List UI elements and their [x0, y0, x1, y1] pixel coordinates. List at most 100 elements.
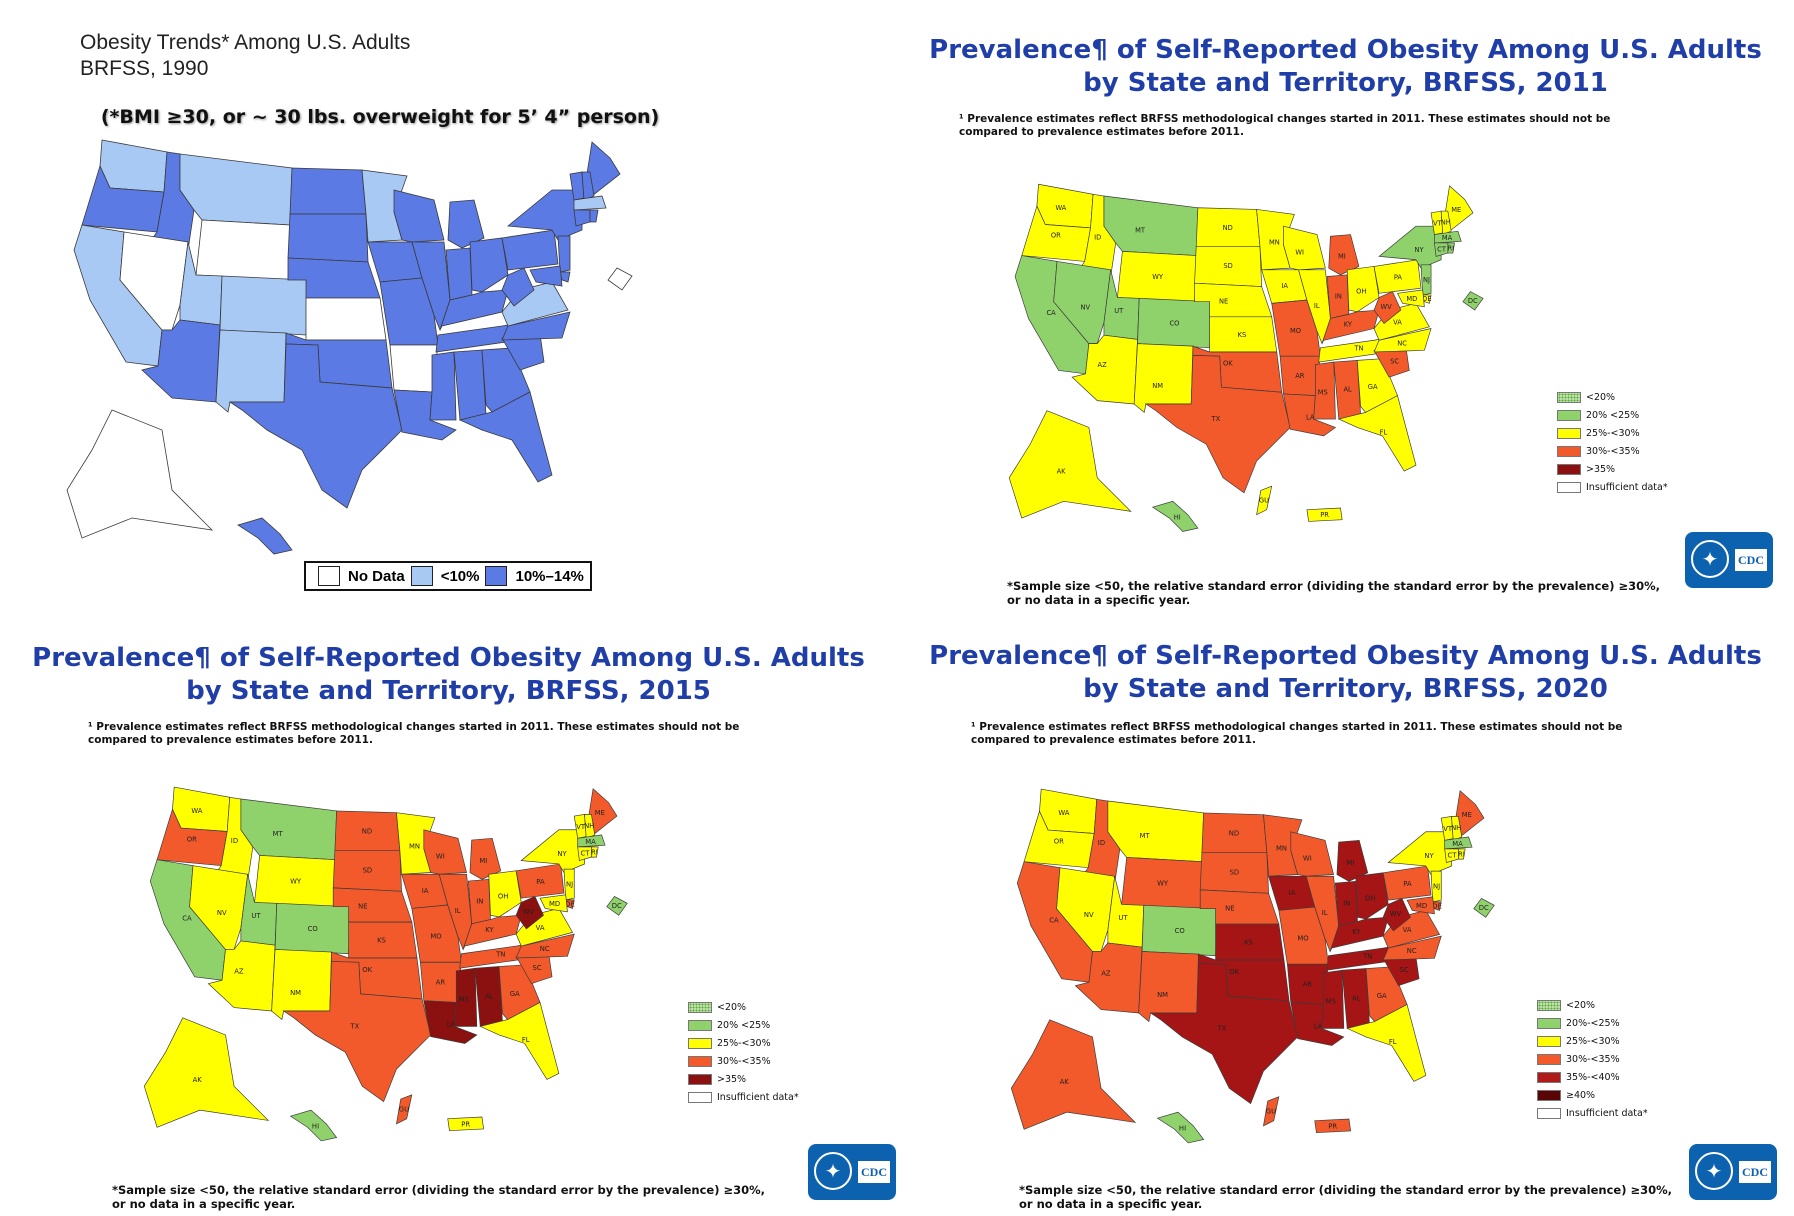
state-label-fl: FL	[522, 1036, 530, 1044]
state-label-va: VA	[1403, 926, 1412, 934]
cdc-logo-text: CDC	[1735, 549, 1767, 571]
state-label-wv: WV	[1390, 910, 1402, 918]
state-label-nh: NH	[584, 822, 594, 830]
title-line-2: by State and Territory, BRFSS, 2020	[1083, 674, 1608, 704]
state-label-id: ID	[231, 837, 238, 845]
state-label-tn: TN	[1362, 952, 1372, 960]
title-line-1: Prevalence¶ of Self-Reported Obesity Amo…	[32, 643, 865, 673]
cdc-logo-text: CDC	[1739, 1161, 1771, 1183]
legend-item: >35%	[688, 1070, 799, 1088]
state-label-ri: RI	[1458, 851, 1465, 859]
state-label-vt: VT	[1433, 219, 1443, 227]
legend-swatch	[1557, 481, 1581, 493]
state-label-fl: FL	[1380, 428, 1388, 436]
state-label-mi: MI	[1338, 253, 1346, 261]
state-label-mo: MO	[1290, 327, 1301, 335]
state-label-wi: WI	[436, 853, 445, 861]
state-ma	[573, 195, 607, 211]
legend-swatch	[1537, 999, 1561, 1011]
state-nj	[563, 868, 575, 901]
state-label-mo: MO	[430, 932, 441, 940]
legend-swatch	[688, 1091, 712, 1103]
state-label-in: IN	[1343, 900, 1350, 908]
methodology-note: ¹ Prevalence estimates reflect BRFSS met…	[959, 113, 1610, 139]
state-label-tx: TX	[1216, 1024, 1226, 1032]
state-label-nh: NH	[1451, 824, 1461, 832]
state-label-mt: MT	[1135, 226, 1146, 234]
state-tx	[228, 343, 403, 509]
state-ak	[66, 409, 214, 539]
state-label-tn: TN	[1353, 344, 1363, 352]
state-wi	[393, 189, 445, 243]
state-ms	[1313, 361, 1336, 420]
legend-label: 30%-<35%	[1586, 445, 1640, 457]
state-label-nm: NM	[1157, 991, 1168, 999]
legend-label: 20%-<25%	[1566, 1017, 1620, 1029]
legend-label-10-14: 10%–14%	[515, 567, 584, 585]
state-label-sd: SD	[363, 867, 373, 875]
state-label-ri: RI	[1447, 245, 1454, 253]
state-label-dc: DC	[612, 902, 622, 910]
state-label-pa: PA	[1394, 273, 1403, 281]
state-wi	[423, 829, 467, 875]
state-label-az: AZ	[234, 967, 244, 975]
state-label-ny: NY	[1414, 246, 1424, 254]
state-wv	[515, 896, 544, 930]
legend-item: Insufficient data*	[1537, 1104, 1648, 1122]
legend-item: 30%-<35%	[688, 1052, 799, 1070]
state-label-vt: VT	[1443, 825, 1453, 833]
state-label-ne: NE	[1219, 298, 1228, 306]
legend-label: 20% <25%	[717, 1019, 771, 1031]
note-line-2: compared to prevalence estimates before …	[959, 126, 1244, 138]
state-label-co: CO	[1169, 319, 1179, 327]
state-label-mn: MN	[1276, 845, 1287, 853]
state-sd	[287, 213, 369, 263]
state-oh	[469, 237, 509, 293]
hhs-seal-icon: ✦	[1695, 1152, 1733, 1190]
cdc-logo-text: CDC	[858, 1161, 890, 1183]
state-label-gu: GU	[399, 1106, 409, 1114]
legend-swatch-10-14	[485, 566, 508, 586]
state-label-vt: VT	[576, 823, 586, 831]
legend-swatch	[1537, 1071, 1561, 1083]
legend-item: 20%-<25%	[1537, 1014, 1648, 1032]
state-label-la: LA	[1306, 413, 1315, 421]
legend-swatch	[1557, 391, 1581, 403]
state-nh	[584, 814, 596, 839]
state-label-ga: GA	[1368, 383, 1378, 391]
state-label-ks: KS	[1244, 939, 1253, 947]
state-label-ct: CT	[1437, 245, 1447, 253]
state-label-ma: MA	[1452, 840, 1463, 848]
state-label-de: DE	[1432, 902, 1442, 910]
state-label-or: OR	[187, 835, 197, 843]
state-label-al: AL	[1352, 994, 1361, 1002]
panel-1990-title: Obesity Trends* Among U.S. Adults BRFSS,…	[80, 30, 410, 82]
legend-label: Insufficient data*	[1586, 481, 1668, 493]
state-label-ca: CA	[1049, 916, 1059, 924]
state-label-in: IN	[476, 898, 483, 906]
state-label-ks: KS	[377, 937, 386, 945]
legend-label: 20% <25%	[1586, 409, 1640, 421]
state-label-ia: IA	[1281, 282, 1288, 290]
legend-2011: <20% 20% <25% 25%-<30% 30%-<35% >35% Insuffic…	[1557, 388, 1668, 496]
state-label-ky: KY	[1352, 928, 1361, 936]
state-label-nc: NC	[1397, 339, 1407, 347]
state-label-ak: AK	[193, 1076, 203, 1084]
sample-line-2: or no data in a specific year.	[1007, 593, 1191, 607]
state-label-ny: NY	[1424, 852, 1434, 860]
state-nm	[271, 949, 332, 1021]
state-hi	[1156, 1111, 1205, 1144]
legend-label: 35%-<40%	[1566, 1071, 1620, 1083]
state-ar	[389, 344, 439, 393]
methodology-note: ¹ Prevalence estimates reflect BRFSS met…	[88, 721, 739, 747]
sample-size-note: *Sample size <50, the relative standard …	[1007, 579, 1660, 607]
state-label-ms: MS	[459, 995, 469, 1003]
state-label-nm: NM	[1152, 382, 1163, 390]
legend-label: >35%	[1586, 463, 1616, 475]
state-label-al: AL	[485, 992, 494, 1000]
state-pr	[1314, 1118, 1352, 1134]
state-label-il: IL	[1314, 302, 1320, 310]
us-map-2015: WA OR CA ID NV MT WY UT CO AZ NM ND SD NE KS OK TX MN IA MO…	[143, 786, 628, 1142]
legend-2015: <20% 20% <25% 25%-<30% 30%-<35% >35% Insuffic…	[688, 998, 799, 1106]
state-pr	[1306, 507, 1343, 522]
